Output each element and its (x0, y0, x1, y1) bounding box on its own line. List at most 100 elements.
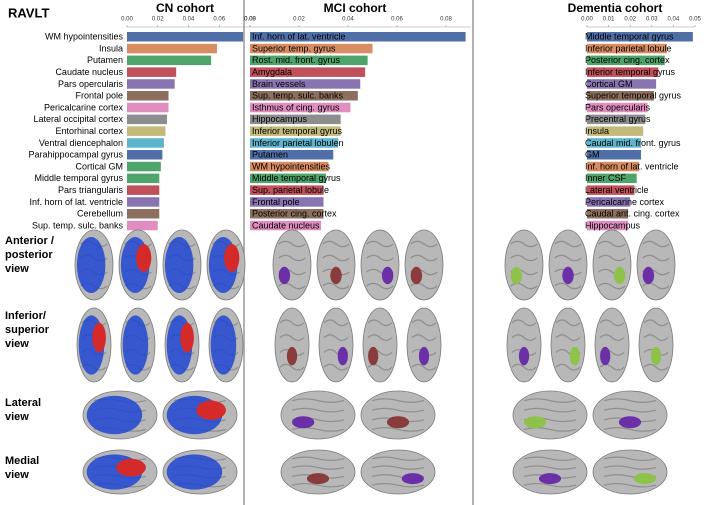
category-label: Frontal pole (252, 197, 300, 207)
bar (127, 126, 166, 136)
bar (587, 67, 659, 77)
gyrus (371, 407, 425, 413)
category-label: Inf. horn of lat. ventricle (252, 32, 346, 42)
x-tick-label: 0.03 (646, 17, 658, 23)
brain-highlight (278, 266, 291, 285)
brain-highlight (518, 346, 530, 366)
bar (127, 67, 177, 77)
brain-render (512, 390, 588, 440)
gyrus (603, 482, 657, 488)
gyrus (603, 456, 657, 462)
chart-title: CN cohort (156, 1, 214, 15)
category-label: Ventral diencephalon (39, 138, 123, 148)
chart-title: MCI cohort (324, 1, 387, 15)
x-tick-label: 0.01 (603, 17, 615, 23)
category-label: Inf. horn of lat. ventricle (585, 161, 679, 171)
category-label: Posterior cing. cortex (252, 209, 337, 219)
category-label: Putamen (87, 55, 123, 65)
brain-highlight (337, 346, 348, 366)
brain-render (594, 307, 630, 383)
brain-highlight (401, 473, 424, 485)
bar (127, 197, 160, 207)
gyrus (410, 240, 438, 248)
figure-label: RAVLT (8, 5, 49, 20)
bar (250, 150, 334, 160)
gyrus (371, 427, 425, 432)
row-label: posterior (5, 249, 53, 261)
bar (127, 220, 158, 231)
gyrus (366, 254, 394, 262)
category-label: Middle temporal gyrus (585, 32, 674, 42)
gyrus (367, 334, 393, 341)
x-tick-label: 0.04 (183, 17, 195, 23)
gyrus (411, 363, 437, 371)
brain-highlight (381, 266, 394, 285)
x-tick-label: 0.02 (624, 17, 636, 23)
bar (587, 173, 637, 184)
brain-render (362, 307, 398, 383)
brain-render (360, 229, 400, 301)
gyrus (523, 427, 577, 432)
brain-render (316, 229, 356, 301)
category-label: Caudal mid. front. gyrus (585, 138, 681, 148)
bar (587, 220, 629, 231)
gyrus (603, 427, 657, 432)
bar (587, 32, 693, 42)
row-label: Inferior/ (5, 310, 46, 322)
brain-render (550, 307, 586, 383)
gyrus (510, 282, 538, 290)
bar (250, 138, 339, 148)
gyrus (371, 465, 425, 470)
bar (250, 32, 466, 42)
brain-highlight (600, 346, 611, 366)
row-label: Lateral (5, 397, 41, 409)
bar (250, 209, 324, 219)
category-label: Superior temporal gyrus (585, 91, 682, 101)
category-label: Insula (99, 43, 123, 53)
gyrus (599, 334, 625, 341)
gyrus (323, 319, 349, 327)
gyrus (642, 282, 670, 290)
bar (250, 43, 373, 54)
brain-highlight (368, 346, 379, 366)
bar (127, 79, 175, 89)
bar (587, 150, 641, 160)
bar (587, 91, 654, 101)
category-label: Inferior temporal gyrus (252, 126, 343, 136)
category-label: Caudate nucleus (55, 67, 123, 77)
brain-render (360, 449, 436, 495)
x-tick-label: 0.00 (121, 17, 133, 23)
gyrus (555, 363, 581, 371)
brain-highlight (210, 315, 237, 375)
row-label: view (5, 338, 29, 350)
gyrus (291, 482, 345, 488)
brain-highlight (92, 322, 106, 353)
bar (587, 114, 646, 125)
bar (587, 126, 644, 136)
gyrus (555, 334, 581, 341)
gyrus (411, 334, 437, 341)
gyrus (603, 407, 657, 413)
category-label: Middle temporal gyrus (34, 173, 123, 183)
category-label: Precentral gyrus (585, 114, 651, 124)
bar (127, 173, 160, 184)
bar (587, 161, 639, 172)
category-label: Pars opercularis (58, 79, 124, 89)
brain-render (592, 449, 668, 495)
x-tick-label: 0.08 (244, 17, 256, 23)
gyrus (554, 282, 582, 290)
gyrus (322, 282, 350, 290)
bar (127, 185, 160, 195)
x-tick-label: 0.02 (152, 17, 164, 23)
category-label: Brain vessels (252, 79, 306, 89)
x-tick-label: 0.06 (213, 17, 225, 23)
category-label: Inner CSF (585, 173, 627, 183)
gyrus (598, 282, 626, 290)
gyrus (279, 363, 305, 371)
category-label: Hippocampus (585, 220, 641, 230)
brain-highlight (613, 266, 626, 285)
bar (587, 55, 665, 66)
brain-highlight (116, 458, 146, 477)
brain-highlight (510, 266, 523, 285)
gyrus (523, 407, 577, 413)
